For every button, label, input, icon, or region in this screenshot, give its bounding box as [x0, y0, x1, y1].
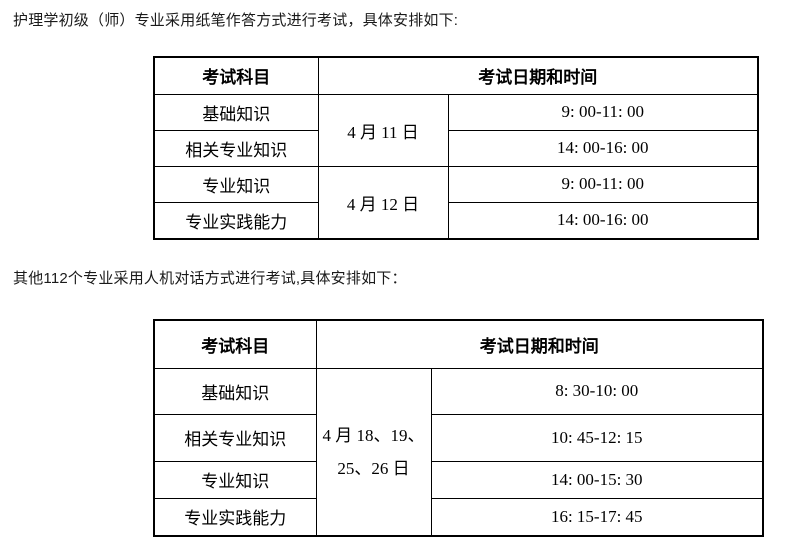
column-header-datetime: 考试日期和时间	[315, 319, 764, 369]
table-row: 相关专业知识 14: 00-16: 00	[153, 129, 759, 167]
time-cell: 10: 45-12: 15	[430, 413, 764, 462]
table-header-row: 考试科目 考试日期和时间	[153, 56, 759, 95]
column-header-subject: 考试科目	[153, 319, 317, 369]
column-header-subject: 考试科目	[153, 56, 319, 95]
time-cell: 14: 00-16: 00	[447, 129, 759, 167]
paper-exam-schedule-table: 考试科目 考试日期和时间 基础知识 4 月 11 日 9: 00-11: 00 …	[153, 56, 759, 240]
subject-cell: 基础知识	[153, 367, 317, 415]
date-cell: 4 月 12 日	[317, 165, 449, 240]
subject-cell: 专业实践能力	[153, 201, 319, 240]
time-cell: 8: 30-10: 00	[430, 367, 764, 415]
time-cell: 9: 00-11: 00	[447, 165, 759, 203]
subject-cell: 相关专业知识	[153, 413, 317, 462]
column-header-datetime: 考试日期和时间	[317, 56, 759, 95]
subject-cell: 专业知识	[153, 460, 317, 499]
subject-cell: 专业实践能力	[153, 497, 317, 537]
time-cell: 16: 15-17: 45	[430, 497, 764, 537]
intro-paragraph-paper-exam: 护理学初级（师）专业采用纸笔作答方式进行考试，具体安排如下:	[13, 12, 459, 29]
table-row: 专业知识 14: 00-15: 30	[153, 460, 764, 499]
table-row: 基础知识 4 月 11 日 9: 00-11: 00	[153, 93, 759, 167]
date-cell: 4 月 11 日	[317, 93, 449, 167]
subject-cell: 基础知识	[153, 93, 319, 131]
time-cell: 14: 00-15: 30	[430, 460, 764, 499]
time-cell: 9: 00-11: 00	[447, 93, 759, 131]
intro-paragraph-computer-exam: 其他112个专业采用人机对话方式进行考试,具体安排如下：	[13, 270, 407, 287]
date-cell: 4 月 18、19、 25、26 日	[315, 367, 432, 537]
time-cell: 14: 00-16: 00	[447, 201, 759, 240]
table-row: 专业实践能力 16: 15-17: 45	[153, 497, 764, 537]
computer-exam-schedule-table: 考试科目 考试日期和时间 基础知识 4 月 18、19、 25、26 日 8: …	[153, 319, 764, 537]
table-row: 专业知识 4 月 12 日 9: 00-11: 00	[153, 165, 759, 240]
table-header-row: 考试科目 考试日期和时间	[153, 319, 764, 369]
table-row: 专业实践能力 14: 00-16: 00	[153, 201, 759, 240]
table-row: 基础知识 4 月 18、19、 25、26 日 8: 30-10: 00	[153, 367, 764, 537]
table-row: 相关专业知识 10: 45-12: 15	[153, 413, 764, 462]
subject-cell: 相关专业知识	[153, 129, 319, 167]
subject-cell: 专业知识	[153, 165, 319, 203]
